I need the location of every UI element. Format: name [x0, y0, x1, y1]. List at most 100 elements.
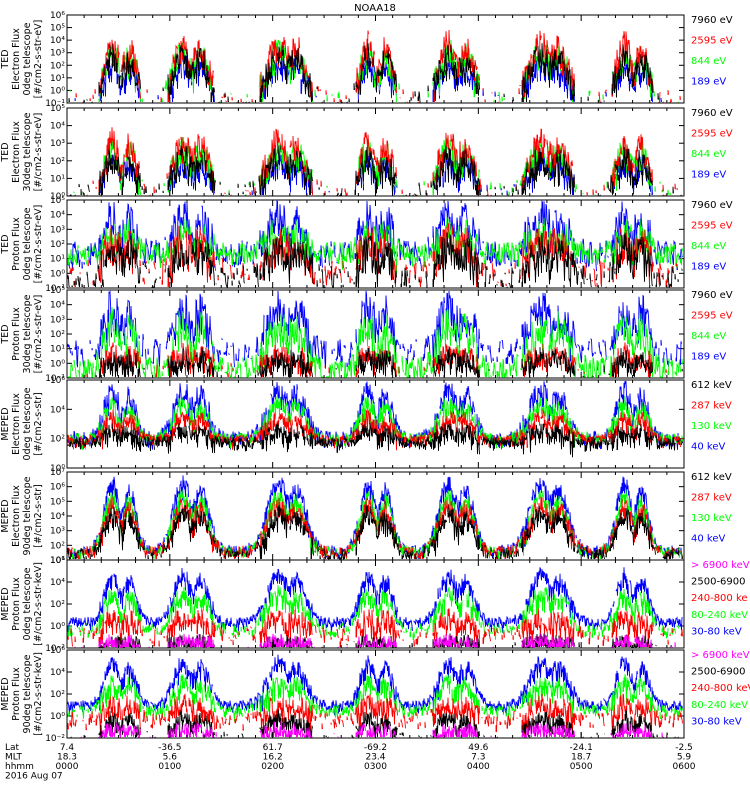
legend-entry: 80-240 keV — [691, 610, 748, 621]
x-tick-lat: 61.7 — [263, 743, 283, 753]
y-tick-label: 10⁰ — [50, 464, 65, 474]
series-trace-black — [68, 43, 659, 103]
legend-entry: 844 eV — [691, 331, 726, 342]
y-axis-label-line: Electron Flux — [11, 393, 22, 455]
y-tick-label: 10⁶ — [50, 376, 65, 386]
y-axis-label-line: Proton Flux — [11, 307, 22, 361]
y-axis-label-line: TED — [0, 324, 11, 344]
y-axis-label-line: 0deg telescope — [22, 22, 33, 95]
panel-5: 10⁰ 10² 10⁴ 10⁶ MEPED Electron Flux 0deg teles… — [0, 376, 732, 474]
y-axis-label-line: TED — [0, 234, 11, 254]
x-row-label: MLT — [5, 753, 23, 763]
legend-entry: 7960 eV — [691, 108, 733, 119]
legend-entry: > 6900 keV — [691, 560, 750, 571]
x-tick-lat: 7.4 — [60, 743, 75, 753]
y-tick-label: 10⁻¹ — [45, 284, 65, 294]
series-trace-black — [67, 232, 683, 288]
x-tick-lat: 49.6 — [468, 743, 488, 753]
x-tick-mlt: 5.6 — [163, 753, 178, 763]
legend-entry: > 6900 keV — [691, 650, 750, 661]
panel-frame — [66, 14, 685, 104]
y-tick-label: 10⁰ — [50, 86, 65, 96]
x-tick-hhmm: 0000 — [56, 762, 79, 772]
panel-3: 10⁻¹ 10⁰ 10¹ 10² 10³ 10⁴ 10⁵ TED Proton Flux 0deg… — [0, 196, 733, 294]
y-axis-label-line: MEPED — [0, 499, 11, 532]
y-axis-label-line: MEPED — [0, 407, 11, 440]
y-tick-label: 10⁰ — [50, 269, 65, 279]
y-tick-label: 10⁴ — [50, 36, 65, 46]
panel-7: 10⁻² 10⁰ 10² 10⁴ 10⁶ MEPED Proton Flux 0deg tel… — [0, 556, 750, 654]
y-tick-label: 10³ — [50, 49, 65, 59]
y-tick-label: 10⁻¹ — [45, 99, 65, 109]
legend-entry: 2595 eV — [691, 35, 733, 46]
series-trace-blue — [67, 199, 683, 272]
legend-entry: 30-80 keV — [691, 626, 742, 637]
y-tick-label: 10⁴ — [50, 578, 65, 588]
y-tick-label: 10⁶ — [50, 646, 65, 656]
y-tick-label: 10⁴ — [50, 512, 65, 522]
series-trace-black — [69, 145, 682, 197]
y-axis-label-line: TED — [0, 142, 11, 162]
y-axis-label-line: 90deg telescope — [22, 476, 33, 555]
panel-2: 10⁰ 10¹ 10² 10³ 10⁴ 10⁵ TED Electron Flux 30deg … — [0, 104, 733, 202]
y-tick-label: 10⁴ — [50, 122, 65, 132]
y-tick-label: 10² — [50, 240, 65, 250]
y-tick-label: 10⁰ — [50, 622, 65, 632]
legend-entry: 612 keV — [691, 472, 732, 483]
y-tick-label: 10⁴ — [50, 668, 65, 678]
legend-entry: 30-80 keV — [691, 716, 742, 727]
legend-entry: 189 eV — [691, 169, 726, 180]
y-axis-label-line: [#/cm2-s-str-eV] — [33, 20, 44, 99]
y-axis-label-line: [#/cm2-s-str] — [33, 392, 44, 455]
y-tick-label: 10⁻² — [45, 644, 65, 654]
y-tick-label: 10⁰ — [50, 712, 65, 722]
y-axis-label-line: 90deg telescope — [22, 654, 33, 733]
legend-entry: 844 eV — [691, 56, 726, 67]
x-tick-lat: -2.5 — [675, 743, 693, 753]
x-tick-mlt: 18.3 — [57, 753, 77, 763]
legend-entry: 240-800 keV — [691, 683, 750, 694]
x-tick-lat: -36.5 — [158, 743, 181, 753]
y-axis-label-line: [#/cm2-s-str-eV] — [33, 295, 44, 374]
y-axis-label-line: [#/cm2-s-str-keV] — [33, 652, 44, 736]
legend-entry: 80-240 keV — [691, 700, 748, 711]
y-axis-label-line: [#/cm2-s-str-keV] — [33, 562, 44, 646]
x-tick-hhmm: 0300 — [364, 762, 387, 772]
y-tick-label: 10² — [50, 330, 65, 340]
legend-entry: 40 keV — [691, 441, 725, 452]
series-trace-red — [67, 608, 683, 648]
y-tick-label: 10¹ — [50, 556, 65, 566]
y-axis-label-line: 0deg telescope — [22, 567, 33, 640]
y-tick-label: 10⁰ — [50, 192, 65, 202]
series-trace-red — [86, 127, 678, 196]
y-tick-label: 10⁻² — [45, 734, 65, 744]
y-axis-label-line: Proton Flux — [11, 667, 22, 721]
y-axis-label-line: MEPED — [0, 587, 11, 620]
y-axis-label-line: 30deg telescope — [22, 294, 33, 373]
y-tick-label: 10⁴ — [50, 405, 65, 415]
series-trace-black — [95, 347, 683, 378]
legend-entry: 2595 eV — [691, 220, 733, 231]
panel-6: 10¹ 10² 10³ 10⁴ 10⁵ 10⁶ 10⁷ MEPED Electron Flux 9… — [0, 468, 732, 566]
y-tick-label: 10⁴ — [50, 301, 65, 311]
x-tick-hhmm: 0500 — [570, 762, 593, 772]
y-tick-label: 10⁻¹ — [45, 374, 65, 384]
y-axis-label-line: [#/cm2-s-str-eV] — [33, 205, 44, 284]
x-tick-mlt: 5.9 — [677, 753, 692, 763]
x-tick-mlt: 18.7 — [571, 753, 591, 763]
y-axis-label-line: 0deg telescope — [22, 387, 33, 460]
panel-8: 10⁻² 10⁰ 10² 10⁴ 10⁶ MEPED Proton Flux 90deg te… — [0, 646, 750, 744]
y-tick-label: 10³ — [50, 139, 65, 149]
y-tick-label: 10² — [50, 600, 65, 610]
y-tick-label: 10³ — [50, 225, 65, 235]
series-trace-black — [67, 422, 683, 458]
y-axis-label-line: Proton Flux — [11, 217, 22, 271]
y-tick-label: 10² — [50, 157, 65, 167]
series-trace-magenta — [74, 633, 676, 649]
y-tick-label: 10¹ — [50, 174, 65, 184]
legend-entry: 844 eV — [691, 241, 726, 252]
y-axis-label-line: 0deg telescope — [22, 207, 33, 280]
